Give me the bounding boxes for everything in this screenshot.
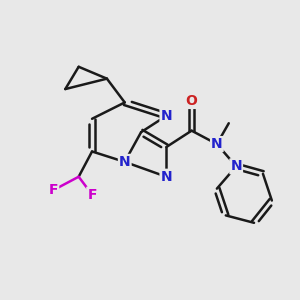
Text: N: N [160,109,172,123]
Text: O: O [186,94,197,108]
Text: N: N [211,137,223,151]
Text: N: N [119,155,130,169]
Text: F: F [49,183,58,197]
Text: N: N [160,170,172,184]
Text: N: N [230,159,242,173]
Text: F: F [87,188,97,202]
